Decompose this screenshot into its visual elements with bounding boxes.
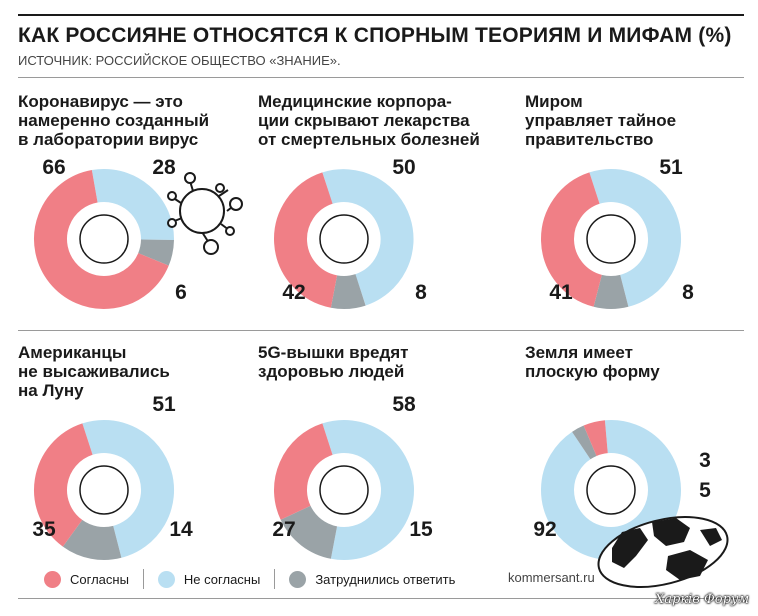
agree-value-label: 27 bbox=[272, 518, 295, 541]
agree-segment bbox=[274, 172, 338, 308]
donut-chart: 27 58 15 bbox=[272, 393, 433, 560]
panel-5g: 5G-вышки вредят здоровью людей 27 58 15 bbox=[258, 343, 498, 583]
panel-flat-earth: Земля имеет плоскую форму 5 92 3 bbox=[525, 343, 758, 583]
donut-center-ring bbox=[319, 465, 369, 515]
panel-title: Медицинские корпора- ции скрывают лекарс… bbox=[258, 92, 480, 149]
disagree-value-label: 51 bbox=[659, 156, 683, 179]
agree-segment bbox=[583, 420, 609, 457]
donut-chart: 35 51 14 bbox=[32, 393, 193, 560]
agree-value-label: 41 bbox=[549, 281, 573, 304]
legend-label: Затруднились ответить bbox=[315, 571, 456, 587]
unsure-value-label: 14 bbox=[169, 518, 193, 541]
disagree-value-label: 28 bbox=[152, 156, 176, 179]
agree-segment bbox=[34, 170, 169, 309]
unsure-value-label: 15 bbox=[409, 518, 433, 541]
unsure-segment bbox=[330, 273, 366, 309]
unsure-segment bbox=[593, 274, 629, 309]
site-credit: kommersant.ru bbox=[508, 570, 595, 585]
disagree-segment bbox=[91, 169, 174, 241]
agree-value-label: 35 bbox=[32, 518, 56, 541]
agree-swatch-icon bbox=[44, 570, 61, 588]
unsure-swatch-icon bbox=[289, 570, 307, 588]
disagree-value-label: 50 bbox=[392, 156, 415, 179]
agree-value-label: 5 bbox=[699, 479, 711, 502]
panel-title: Земля имеет плоскую форму bbox=[525, 343, 660, 381]
panel-corporations: Медицинские корпора- ции скрывают лекарс… bbox=[258, 92, 498, 332]
agree-segment bbox=[541, 172, 603, 307]
donut-center-ring bbox=[586, 214, 636, 264]
panel-title: Американцы не высаживались на Луну bbox=[18, 343, 170, 400]
legend-divider bbox=[274, 569, 276, 589]
agree-segment bbox=[34, 423, 94, 547]
legend: Согласны Не согласны Затруднились ответи… bbox=[44, 569, 455, 589]
donut-center-ring bbox=[586, 465, 636, 515]
agree-value-label: 66 bbox=[42, 156, 65, 179]
unsure-value-label: 8 bbox=[415, 281, 427, 304]
panel-title: 5G-вышки вредят здоровью людей bbox=[258, 343, 409, 381]
legend-item-unsure: Затруднились ответить bbox=[289, 570, 456, 588]
panel-title: Коронавирус — это намеренно созданный в … bbox=[18, 92, 210, 149]
disagree-value-label: 58 bbox=[392, 393, 416, 416]
panel-secret-government: Миром управляет тайное правительство 41 5… bbox=[525, 92, 758, 332]
unsure-segment bbox=[137, 238, 174, 266]
agree-segment bbox=[274, 423, 334, 520]
panel-coronavirus: Коронавирус — это намеренно созданный в … bbox=[18, 92, 258, 332]
watermark: Харків Форум bbox=[655, 592, 750, 607]
panel-moon-landing: Американцы не высаживались на Луну 35 51 1… bbox=[18, 343, 258, 583]
unsure-segment bbox=[62, 519, 122, 560]
unsure-segment bbox=[572, 425, 597, 460]
legend-label: Согласны bbox=[70, 571, 129, 587]
panel-title: Миром управляет тайное правительство bbox=[525, 92, 677, 149]
disagree-value-label: 51 bbox=[152, 393, 176, 416]
unsure-value-label: 6 bbox=[175, 281, 187, 304]
legend-item-agree: Согласны bbox=[44, 570, 129, 588]
source-note: ИСТОЧНИК: РОССИЙСКОЕ ОБЩЕСТВО «ЗНАНИЕ». bbox=[18, 53, 341, 68]
donut-chart: 66 28 6 bbox=[34, 156, 187, 309]
disagree-segment bbox=[322, 169, 414, 306]
chart-title: КАК РОССИЯНЕ ОТНОСЯТСЯ К СПОРНЫМ ТЕОРИЯМ… bbox=[18, 24, 732, 47]
agree-value-label: 42 bbox=[282, 281, 305, 304]
row-divider bbox=[18, 330, 744, 331]
unsure-segment bbox=[280, 505, 338, 559]
legend-item-disagree: Не согласны bbox=[157, 570, 261, 588]
header-divider bbox=[18, 77, 744, 78]
disagree-segment bbox=[82, 420, 175, 558]
disagree-segment bbox=[589, 169, 682, 307]
donut-center-ring bbox=[79, 214, 129, 264]
legend-divider bbox=[142, 569, 144, 589]
disagree-value-label: 92 bbox=[533, 518, 556, 541]
donut-chart: 42 50 8 bbox=[274, 156, 427, 309]
donut-center-ring bbox=[79, 465, 129, 515]
disagree-swatch-icon bbox=[157, 570, 175, 588]
bottom-rule bbox=[18, 598, 744, 599]
donut-chart: 41 51 8 bbox=[541, 156, 694, 309]
donut-center-ring bbox=[319, 214, 369, 264]
donut-chart: 5 92 3 bbox=[533, 420, 711, 560]
top-rule bbox=[18, 14, 744, 16]
unsure-value-label: 8 bbox=[682, 281, 694, 304]
disagree-segment bbox=[322, 420, 414, 560]
legend-label: Не согласны bbox=[183, 571, 261, 587]
unsure-value-label: 3 bbox=[699, 449, 711, 472]
